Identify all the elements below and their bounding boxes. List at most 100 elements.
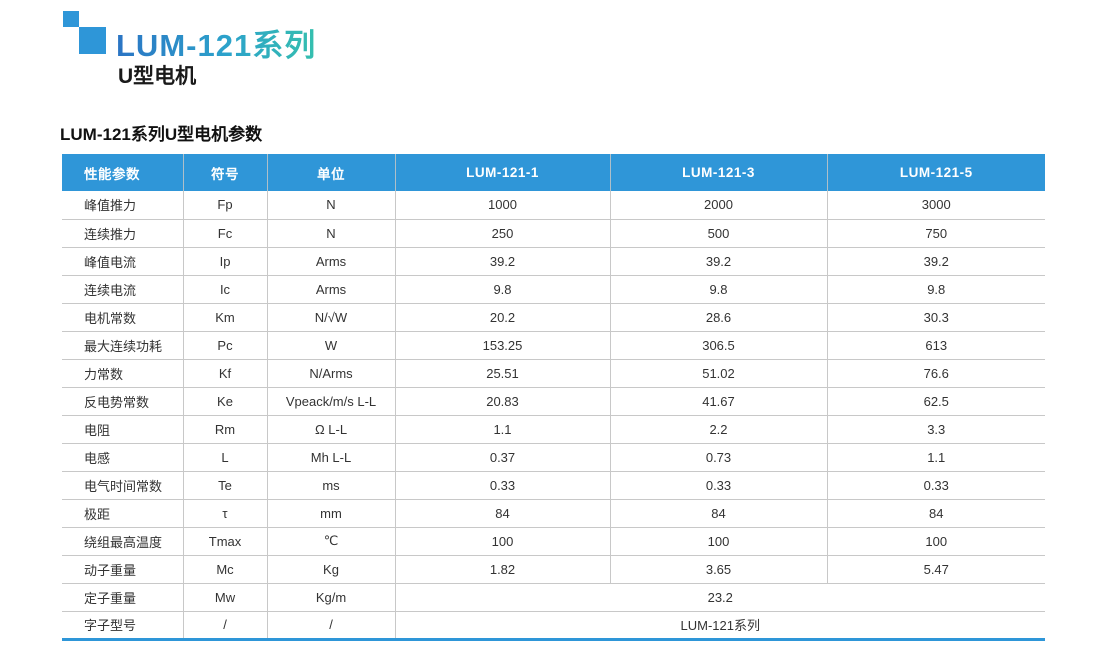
column-header: 符号 — [182, 154, 267, 191]
param-cell: 峰值电流 — [62, 247, 183, 276]
param-cell: 动子重量 — [62, 555, 183, 584]
value-cell: 613 — [826, 331, 1045, 360]
value-cell: 3000 — [826, 191, 1045, 220]
table-row: 字子型号 / / LUM-121系列 — [62, 611, 1045, 639]
value-cell: 250 — [394, 219, 610, 248]
value-cell: 0.33 — [609, 471, 827, 500]
value-cell: 51.02 — [609, 359, 827, 388]
brand-square-large-icon — [79, 27, 106, 54]
table-row: 连续电流 Ic Arms 9.8 9.8 9.8 — [62, 275, 1045, 304]
value-cell: 0.33 — [394, 471, 610, 500]
param-cell: 最大连续功耗 — [62, 331, 183, 360]
param-cell: 电阻 — [62, 415, 183, 444]
spec-table-body: 峰值推力 Fp N 1000 2000 3000 连续推力 Fc N 250 500 750 峰值电流 I… — [62, 191, 1045, 639]
value-cell: 84 — [609, 499, 827, 528]
unit-cell: Arms — [266, 247, 395, 276]
value-cell: 62.5 — [826, 387, 1045, 416]
value-cell: 5.47 — [826, 555, 1045, 584]
value-cell: 500 — [609, 219, 827, 248]
unit-cell: Kg/m — [266, 583, 395, 612]
value-cell: LUM-121系列 — [394, 611, 1045, 639]
value-cell: 39.2 — [609, 247, 827, 276]
symbol-cell: Ic — [182, 275, 267, 304]
value-cell: 3.65 — [609, 555, 827, 584]
unit-cell: N — [266, 219, 395, 248]
value-cell: 20.2 — [394, 303, 610, 332]
unit-cell: mm — [266, 499, 395, 528]
table-row: 绕组最高温度 Tmax ℃ 100 100 100 — [62, 527, 1045, 556]
column-header: 单位 — [266, 154, 395, 191]
value-cell: 2000 — [609, 191, 827, 220]
symbol-cell: Kf — [182, 359, 267, 388]
value-cell: 306.5 — [609, 331, 827, 360]
symbol-cell: τ — [182, 499, 267, 528]
value-cell: 1000 — [394, 191, 610, 220]
table-row: 电感 L Mh L-L 0.37 0.73 1.1 — [62, 443, 1045, 472]
symbol-cell: L — [182, 443, 267, 472]
spec-table-header: 性能参数 符号 单位 LUM-121-1 LUM-121-3 LUM-121-5 — [62, 154, 1045, 191]
param-cell: 反电势常数 — [62, 387, 183, 416]
value-cell: 30.3 — [826, 303, 1045, 332]
value-cell: 100 — [609, 527, 827, 556]
table-row: 动子重量 Mc Kg 1.82 3.65 5.47 — [62, 555, 1045, 584]
value-cell: 0.33 — [826, 471, 1045, 500]
symbol-cell: Fp — [182, 191, 267, 220]
symbol-cell: Pc — [182, 331, 267, 360]
table-row: 电机常数 Km N/√W 20.2 28.6 30.3 — [62, 303, 1045, 332]
table-row: 反电势常数 Ke Vpeack/m/s L-L 20.83 41.67 62.5 — [62, 387, 1045, 416]
model-column-header: LUM-121-5 — [826, 154, 1045, 191]
value-cell: 20.83 — [394, 387, 610, 416]
value-cell: 25.51 — [394, 359, 610, 388]
unit-cell: Vpeack/m/s L-L — [266, 387, 395, 416]
value-cell: 9.8 — [609, 275, 827, 304]
unit-cell: N/Arms — [266, 359, 395, 388]
param-cell: 极距 — [62, 499, 183, 528]
value-cell: 1.82 — [394, 555, 610, 584]
symbol-cell: Mc — [182, 555, 267, 584]
symbol-cell: Rm — [182, 415, 267, 444]
param-cell: 电气时间常数 — [62, 471, 183, 500]
value-cell: 750 — [826, 219, 1045, 248]
unit-cell: Mh L-L — [266, 443, 395, 472]
unit-cell: ms — [266, 471, 395, 500]
value-cell: 0.37 — [394, 443, 610, 472]
table-row: 电阻 Rm Ω L-L 1.1 2.2 3.3 — [62, 415, 1045, 444]
symbol-cell: Te — [182, 471, 267, 500]
unit-cell: Arms — [266, 275, 395, 304]
value-cell: 84 — [394, 499, 610, 528]
param-cell: 字子型号 — [62, 611, 183, 639]
value-cell: 39.2 — [394, 247, 610, 276]
value-cell: 1.1 — [394, 415, 610, 444]
value-cell: 23.2 — [394, 583, 1045, 612]
param-cell: 连续电流 — [62, 275, 183, 304]
value-cell: 41.67 — [609, 387, 827, 416]
symbol-cell: Tmax — [182, 527, 267, 556]
symbol-cell: Ip — [182, 247, 267, 276]
value-cell: 1.1 — [826, 443, 1045, 472]
value-cell: 2.2 — [609, 415, 827, 444]
table-row: 连续推力 Fc N 250 500 750 — [62, 219, 1045, 248]
param-cell: 电感 — [62, 443, 183, 472]
table-row: 峰值推力 Fp N 1000 2000 3000 — [62, 191, 1045, 220]
param-cell: 电机常数 — [62, 303, 183, 332]
page-subtitle: U型电机 — [118, 65, 197, 88]
brand-square-small-icon — [63, 11, 79, 27]
page-title: LUM-121系列 — [116, 20, 316, 65]
unit-cell: N/√W — [266, 303, 395, 332]
table-row: 极距 τ mm 84 84 84 — [62, 499, 1045, 528]
symbol-cell: Km — [182, 303, 267, 332]
table-row: 峰值电流 Ip Arms 39.2 39.2 39.2 — [62, 247, 1045, 276]
value-cell: 100 — [394, 527, 610, 556]
unit-cell: ℃ — [266, 527, 395, 556]
unit-cell: / — [266, 611, 395, 639]
param-cell: 连续推力 — [62, 219, 183, 248]
symbol-cell: / — [182, 611, 267, 639]
value-cell: 9.8 — [826, 275, 1045, 304]
value-cell: 100 — [826, 527, 1045, 556]
param-cell: 绕组最高温度 — [62, 527, 183, 556]
table-row: 力常数 Kf N/Arms 25.51 51.02 76.6 — [62, 359, 1045, 388]
param-cell: 峰值推力 — [62, 191, 183, 220]
spec-table: 性能参数 符号 单位 LUM-121-1 LUM-121-3 LUM-121-5 峰值推力… — [62, 154, 1045, 641]
unit-cell: Kg — [266, 555, 395, 584]
value-cell: 76.6 — [826, 359, 1045, 388]
